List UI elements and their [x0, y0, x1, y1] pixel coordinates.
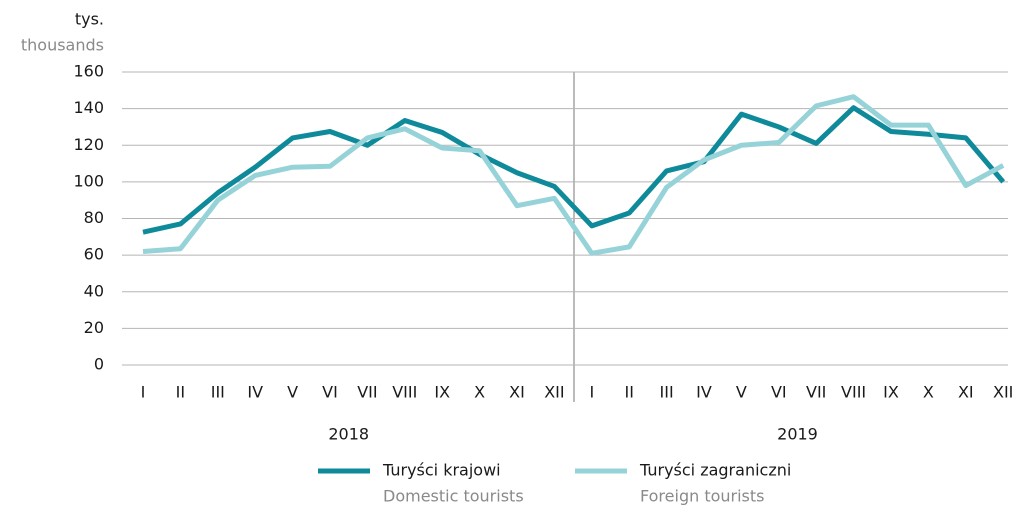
- x-tick-label: IX: [883, 383, 899, 402]
- legend-label-en: Foreign tourists: [640, 487, 765, 506]
- y-tick-label: 140: [73, 98, 104, 117]
- x-tick-label: IX: [434, 383, 450, 402]
- y-tick-label: 20: [84, 318, 104, 337]
- x-tick-label: III: [660, 383, 674, 402]
- y-tick-label: 80: [84, 208, 104, 227]
- x-tick-label: VII: [357, 383, 377, 402]
- x-tick-label: XII: [993, 383, 1013, 402]
- y-tick-label: 160: [73, 62, 104, 81]
- series-line: [142, 105, 1006, 235]
- x-tick-label: V: [287, 383, 298, 402]
- series-line: [142, 94, 1005, 256]
- y-tick-label: 120: [73, 135, 104, 154]
- x-tick-label: VII: [806, 383, 826, 402]
- x-tick-label: IV: [247, 383, 263, 402]
- y-tick-label: 60: [84, 245, 104, 264]
- legend-label: Turyści zagraniczni: [639, 461, 791, 480]
- group-label: 2019: [777, 425, 818, 444]
- legend-label-en: Domestic tourists: [383, 487, 524, 506]
- y-axis-label: tys.: [75, 10, 104, 29]
- x-tick-label: I: [141, 383, 146, 402]
- legend-label: Turyści krajowi: [382, 461, 501, 480]
- x-tick-label: II: [624, 383, 633, 402]
- x-tick-label: II: [176, 383, 185, 402]
- y-tick-label: 0: [94, 355, 104, 374]
- x-tick-label: XI: [958, 383, 974, 402]
- x-tick-label: IV: [696, 383, 712, 402]
- x-tick-label: VI: [771, 383, 787, 402]
- x-tick-label: III: [211, 383, 225, 402]
- x-tick-label: VIII: [841, 383, 866, 402]
- group-label: 2018: [328, 425, 369, 444]
- x-tick-label: V: [736, 383, 747, 402]
- y-axis-label-en: thousands: [21, 36, 104, 55]
- x-tick-label: VI: [322, 383, 338, 402]
- y-tick-label: 100: [73, 171, 104, 190]
- x-tick-label: VIII: [392, 383, 417, 402]
- x-tick-label: X: [923, 383, 934, 402]
- x-tick-label: I: [589, 383, 594, 402]
- x-tick-label: X: [474, 383, 485, 402]
- y-tick-label: 40: [84, 281, 104, 300]
- x-tick-label: XI: [509, 383, 525, 402]
- x-tick-label: XII: [544, 383, 564, 402]
